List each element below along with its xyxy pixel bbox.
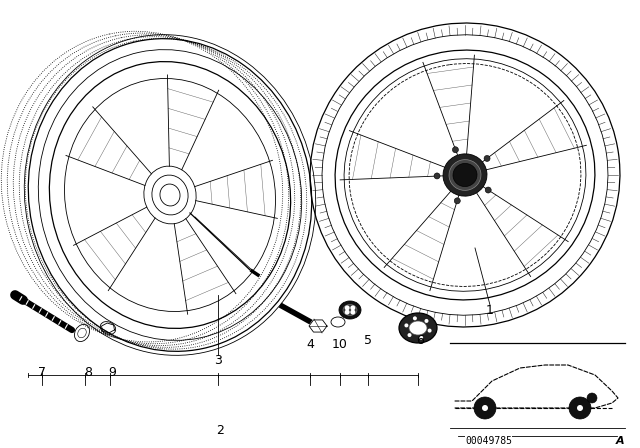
Circle shape	[345, 306, 349, 310]
Text: 2: 2	[216, 423, 224, 436]
Polygon shape	[309, 320, 327, 332]
Text: 1: 1	[486, 303, 494, 316]
Circle shape	[484, 155, 490, 161]
Circle shape	[474, 397, 496, 419]
Circle shape	[577, 405, 583, 411]
Circle shape	[452, 147, 458, 153]
Text: 9: 9	[108, 366, 116, 379]
Circle shape	[428, 328, 431, 332]
Circle shape	[345, 310, 349, 314]
Circle shape	[587, 393, 597, 403]
Text: 3: 3	[214, 353, 222, 366]
Text: 8: 8	[84, 366, 92, 379]
Circle shape	[419, 336, 423, 340]
Text: A: A	[616, 436, 624, 446]
Circle shape	[408, 333, 412, 337]
Circle shape	[350, 310, 355, 314]
Ellipse shape	[443, 154, 487, 196]
Text: 7: 7	[38, 366, 46, 379]
Circle shape	[482, 405, 488, 411]
Ellipse shape	[449, 159, 481, 190]
Circle shape	[485, 187, 492, 193]
Text: 6: 6	[416, 333, 424, 346]
Ellipse shape	[343, 305, 357, 315]
Text: 5: 5	[364, 333, 372, 346]
Ellipse shape	[399, 313, 437, 343]
Ellipse shape	[453, 164, 477, 186]
Text: 10: 10	[332, 339, 348, 352]
Ellipse shape	[339, 301, 361, 319]
Circle shape	[413, 316, 417, 320]
Circle shape	[404, 323, 408, 327]
Circle shape	[454, 198, 460, 204]
Circle shape	[350, 306, 355, 310]
Text: 4: 4	[306, 339, 314, 352]
Ellipse shape	[409, 321, 427, 335]
Text: 00049785: 00049785	[465, 436, 512, 446]
Circle shape	[434, 173, 440, 179]
Circle shape	[424, 319, 429, 323]
Circle shape	[569, 397, 591, 419]
